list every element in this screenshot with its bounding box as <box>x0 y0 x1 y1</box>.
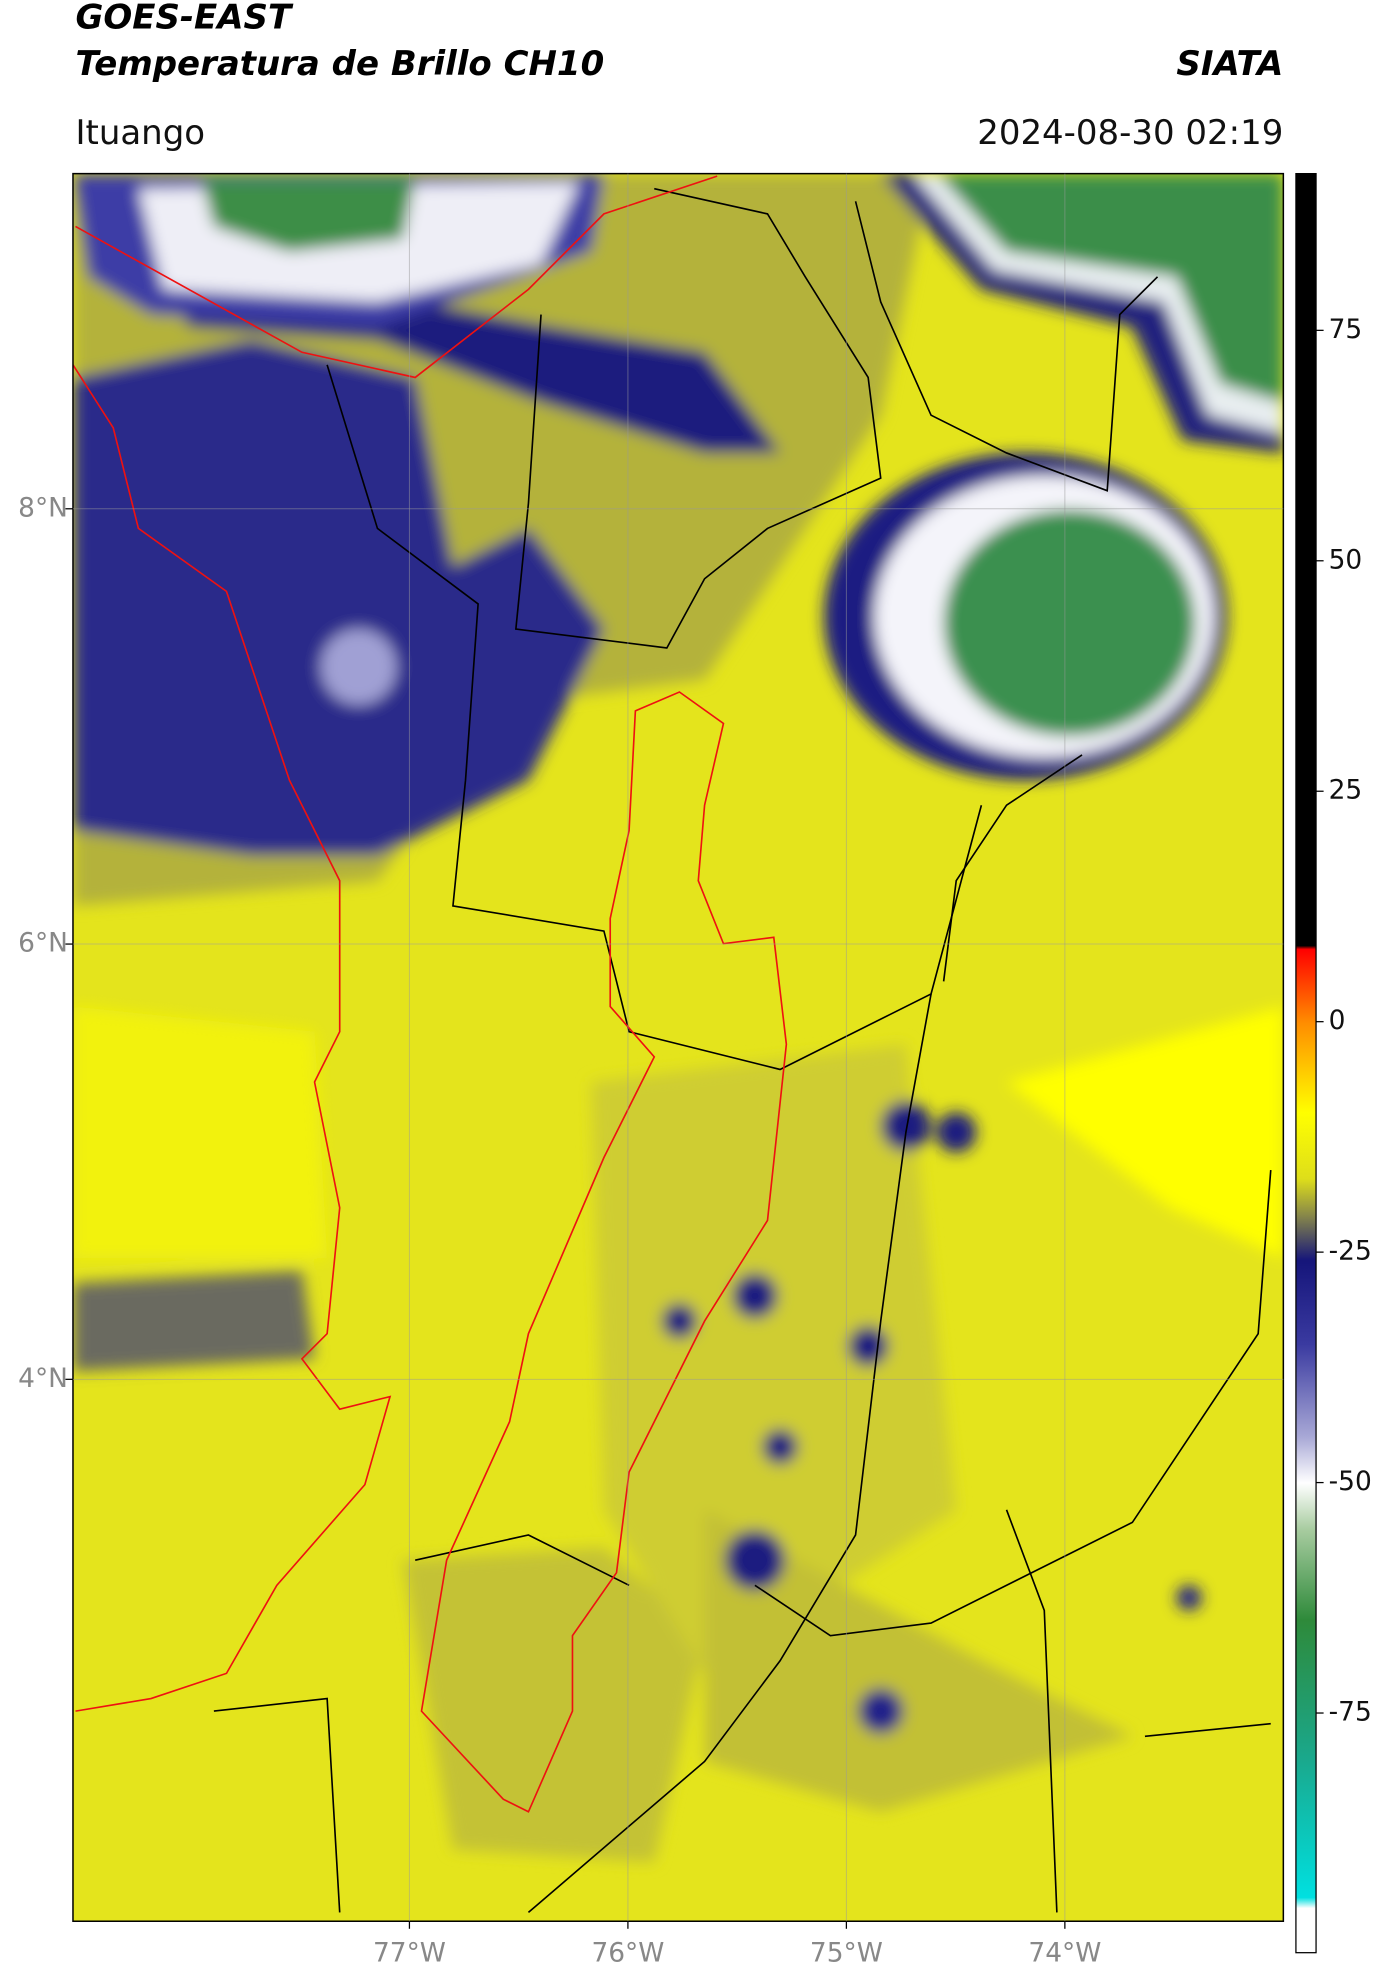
source: SIATA <box>1176 44 1283 84</box>
y-tick-label: 6°N <box>18 928 68 959</box>
colorbar <box>1295 172 1317 1954</box>
colorbar-tick-label: 0 <box>1329 1005 1346 1036</box>
location: Ituango <box>75 113 205 153</box>
colorbar-tick-label: -50 <box>1329 1466 1372 1497</box>
colorbar-tick-label: 50 <box>1329 544 1363 575</box>
y-tick-label: 8°N <box>18 492 68 523</box>
y-tick-label: 4°N <box>18 1363 68 1394</box>
colorbar-tick-label: 25 <box>1329 775 1363 806</box>
subtitle: Temperatura de Brillo CH10 <box>75 44 604 84</box>
satellite-image <box>72 173 1284 1922</box>
colorbar-tick-label: -75 <box>1329 1697 1372 1728</box>
colorbar-tick-label: 75 <box>1329 314 1363 345</box>
timestamp: 2024-08-30 02:19 <box>977 113 1283 153</box>
colorbar-tick-label: -25 <box>1329 1236 1372 1267</box>
x-tick-label: 77°W <box>373 1937 446 1968</box>
map-frame <box>72 172 1285 1922</box>
x-tick-label: 74°W <box>1028 1937 1101 1968</box>
x-tick-label: 76°W <box>591 1937 664 1968</box>
title: GOES-EAST <box>75 0 293 37</box>
x-tick-label: 75°W <box>810 1937 883 1968</box>
